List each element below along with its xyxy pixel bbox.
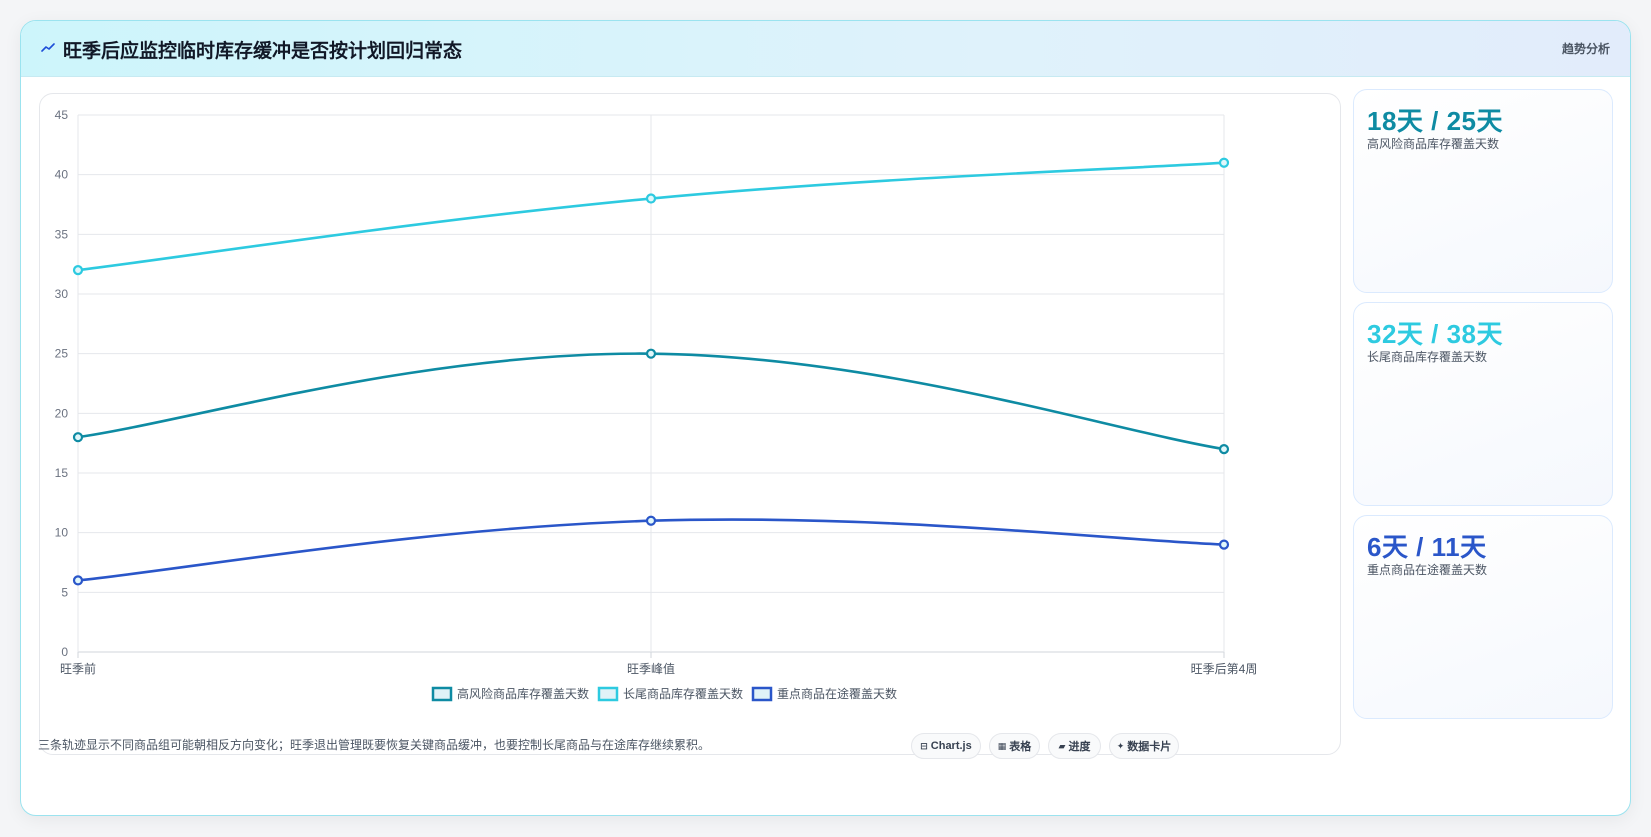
data-point [1218, 444, 1230, 455]
data-point [645, 193, 657, 204]
legend-swatch [597, 686, 619, 702]
chip-label: Chart.js [930, 740, 972, 752]
y-tick-label: 10 [55, 526, 69, 540]
chip-label: 表格 [1009, 741, 1032, 753]
chart-panel: 0 5 10 15 20 25 30 35 40 45 旺季前 旺季峰值 旺季后第4周高风险商品库存覆盖… [39, 93, 1341, 755]
data-point [1218, 539, 1230, 550]
y-tick-label: 25 [55, 347, 69, 361]
kpi-label: 高风险商品库存覆盖天数 [1367, 137, 1500, 151]
y-tick-label: 15 [55, 466, 69, 480]
x-tick-label: 旺季后第4周 [1191, 662, 1258, 676]
main-card: 旺季后应监控临时库存缓冲是否按计划回归常态 趋势分析 0 5 10 15 20 25 30 3… [20, 20, 1631, 816]
data-point [645, 515, 657, 526]
progress-icon: ▰ [1058, 740, 1066, 751]
data-point [72, 432, 84, 443]
kpi-label: 长尾商品库存覆盖天数 [1367, 350, 1488, 364]
table-icon: ▦ [997, 740, 1007, 751]
y-tick-label: 45 [55, 108, 69, 122]
chip-table[interactable]: ▦ 表格 [989, 733, 1040, 759]
kpi-value: 6天 / 11天 [1367, 532, 1487, 562]
chip-data-card[interactable]: ✦ 数据卡片 [1109, 733, 1179, 759]
chip-label: 数据卡片 [1127, 741, 1172, 753]
data-point [645, 348, 657, 359]
kpi-value: 18天 / 25天 [1367, 106, 1504, 136]
page-title: 旺季后应监控临时库存缓冲是否按计划回归常态 [63, 41, 463, 62]
data-point [72, 265, 84, 276]
chip-chartjs[interactable]: ⊟ Chart.js [911, 733, 981, 759]
data-point [72, 575, 84, 586]
kpi-card-long-tail: 32天 / 38天 长尾商品库存覆盖天数 [1353, 302, 1613, 506]
line-chart: 0 5 10 15 20 25 30 35 40 45 旺季前 旺季峰值 旺季后第4周高风险商品库存覆盖… [55, 108, 1258, 702]
kpi-card-high-risk: 18天 / 25天 高风险商品库存覆盖天数 [1353, 89, 1613, 293]
chart-footnote: 三条轨迹显示不同商品组可能朝相反方向变化；旺季退出管理既要恢复关键商品缓冲，也要… [38, 738, 711, 752]
legend-swatch [751, 686, 773, 702]
y-tick-label: 0 [61, 645, 68, 659]
analysis-type-label: 趋势分析 [1561, 42, 1610, 56]
kpi-label: 重点商品在途覆盖天数 [1367, 563, 1488, 577]
y-tick-label: 40 [55, 168, 69, 182]
chart-icon: ⊟ [920, 740, 928, 751]
legend-swatch [431, 686, 453, 702]
x-tick-label: 旺季峰值 [627, 661, 675, 676]
y-tick-label: 30 [55, 287, 69, 301]
legend-label: 高风险商品库存覆盖天数 [457, 686, 589, 701]
kpi-value: 32天 / 38天 [1367, 319, 1504, 349]
y-tick-label: 35 [55, 227, 69, 241]
chip-progress[interactable]: ▰ 进度 [1048, 733, 1101, 759]
legend-label: 重点商品在途覆盖天数 [777, 686, 897, 701]
data-point [1218, 157, 1230, 168]
legend-label: 长尾商品库存覆盖天数 [623, 686, 743, 701]
header-bar: 旺季后应监控临时库存缓冲是否按计划回归常态 趋势分析 [21, 21, 1630, 77]
y-tick-label: 20 [55, 406, 69, 420]
x-tick-label: 旺季前 [60, 661, 96, 676]
y-tick-label: 5 [61, 585, 68, 599]
card-icon: ✦ [1116, 740, 1125, 751]
trend-icon [41, 43, 55, 52]
chip-label: 进度 [1068, 741, 1091, 753]
kpi-card-in-transit: 6天 / 11天 重点商品在途覆盖天数 [1353, 515, 1613, 719]
